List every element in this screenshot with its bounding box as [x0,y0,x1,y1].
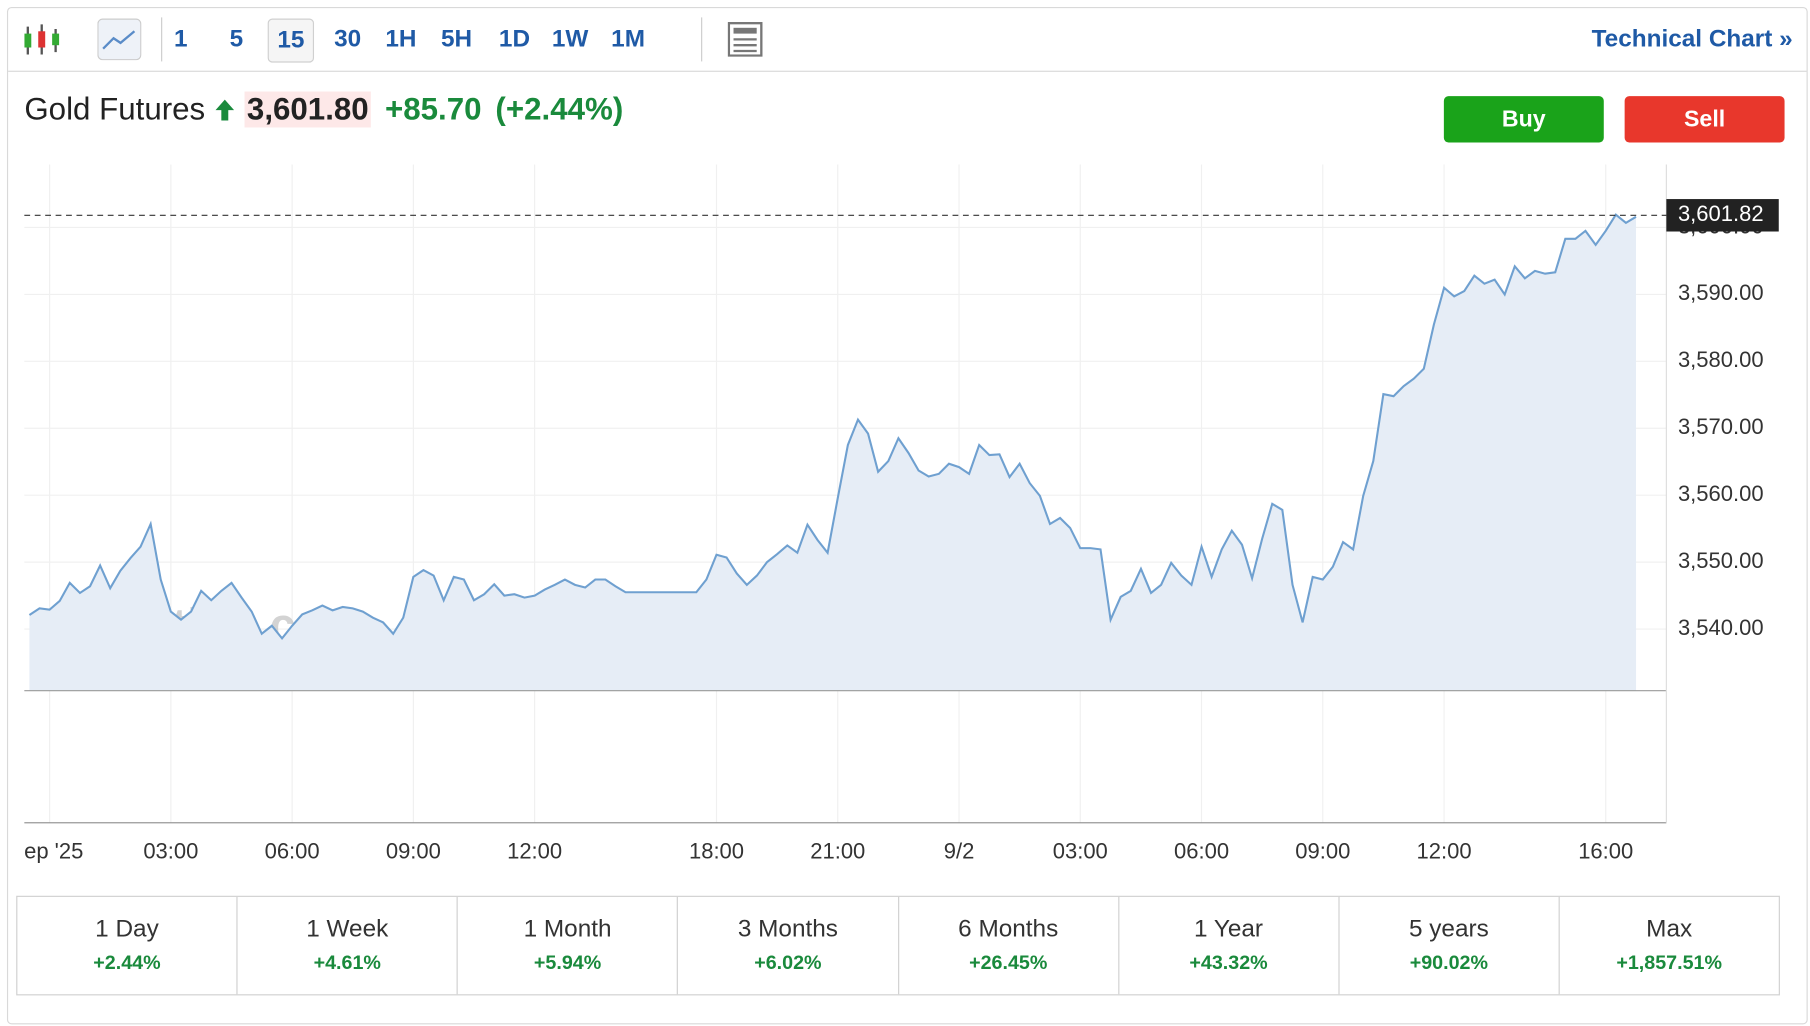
candle-icon[interactable] [24,22,63,57]
x-tick-label: 06:00 [265,839,320,864]
x-tick-label: 09:00 [1295,839,1350,864]
period-label: 1 Month [523,915,612,943]
period-change: +4.61% [313,951,381,974]
x-tick-label: 12:00 [507,839,562,864]
period-label: 1 Day [95,915,159,943]
technical-chart-link[interactable]: Technical Chart » [1591,25,1793,53]
interval-button[interactable]: 30 [334,25,362,53]
period-cell[interactable]: 3 Months +6.02% [678,896,899,995]
interval-button[interactable]: 1W [551,25,589,53]
frame: 1 5 15 30 1H 5H 1D 1W 1M Technical Chart » Gold … [6,6,1808,1025]
x-tick-label: 03:00 [143,839,198,864]
instrument-name: Gold Futures [24,91,206,127]
period-label: 1 Year [1194,915,1264,943]
quote-header: Gold Futures 3,601.80 +85.70 (+2.44%) [24,91,624,128]
last-price-label: 3,601.82 [1678,201,1764,226]
period-label: 3 Months [737,915,838,943]
period-change: +2.44% [93,951,161,974]
period-change: +26.45% [969,951,1048,974]
x-tick-label: 03:00 [1053,839,1108,864]
period-label: 1 Week [306,915,389,943]
x-tick-label: ep '25 [24,839,83,864]
period-change: +6.02% [754,951,822,974]
x-tick-label: 09:00 [386,839,441,864]
interval-button[interactable]: 1 [174,25,188,53]
sell-button[interactable]: Sell [1624,96,1785,143]
x-tick-label: 06:00 [1174,839,1229,864]
y-tick-label: 3,550.00 [1678,548,1764,573]
period-change: +5.94% [533,951,602,974]
y-tick-label: 3,570.00 [1678,414,1764,439]
price-line [28,213,1637,641]
price: 3,601.80 [244,91,372,128]
layout-icon[interactable] [727,22,763,57]
y-tick-label: 3,590.00 [1678,280,1764,305]
period-change: +90.02% [1409,951,1489,974]
period-change: +43.32% [1189,951,1268,974]
period-cell[interactable]: 1 Month +5.94% [458,896,679,995]
period-change: +1,857.51% [1616,951,1723,974]
interval-button[interactable]: 1M [611,25,645,53]
change: +85.70 [384,91,482,127]
change-pct: (+2.44%) [495,91,624,127]
x-tick-label: 21:00 [810,839,865,864]
up-arrow [215,99,235,120]
period-cell[interactable]: 1 Week +4.61% [238,896,459,995]
period-label: Max [1646,915,1693,943]
interval-button[interactable]: 5H [440,25,473,53]
y-tick-label: 3,540.00 [1678,615,1764,640]
period-table: 1 Day +2.44% 1 Week +4.61% 1 Month +5.94% 3 Mo… [16,895,1780,996]
chart: 3,540.00 3,550.00 3,560.00 3,570.00 3,580.00… [24,164,1779,864]
interval-button[interactable]: 5 [229,25,244,53]
period-label: 6 Months [958,915,1059,943]
period-cell[interactable]: 6 Months +26.45% [899,896,1119,995]
x-tick-label: 9/2 [944,839,975,864]
period-cell[interactable]: 1 Year +43.32% [1119,896,1340,995]
interval-button[interactable]: 1D [498,25,531,53]
divider [701,17,703,62]
period-cell[interactable]: Max +1,857.51% [1560,897,1779,994]
line-icon[interactable] [97,18,142,61]
period-cell[interactable]: 1 Day +2.44% [17,896,238,995]
last-price-box [1666,199,1779,232]
period-label: 5 years [1408,915,1489,943]
toolbar: 1 5 15 30 1H 5H 1D 1W 1M Technical Chart » [8,8,1807,72]
divider [161,17,163,62]
interval-button[interactable]: 1H [385,25,417,53]
x-tick-label: 16:00 [1578,839,1633,864]
x-tick-label: 18:00 [689,839,744,864]
y-tick-label: 3,560.00 [1678,481,1764,506]
period-cell[interactable]: 5 years +90.02% [1339,896,1560,995]
buy-button[interactable]: Buy [1443,96,1604,143]
x-tick-label: 12:00 [1417,839,1472,864]
y-tick-label: 3,580.00 [1678,347,1764,372]
area [29,214,1637,691]
interval-button[interactable]: 15 [267,18,315,63]
